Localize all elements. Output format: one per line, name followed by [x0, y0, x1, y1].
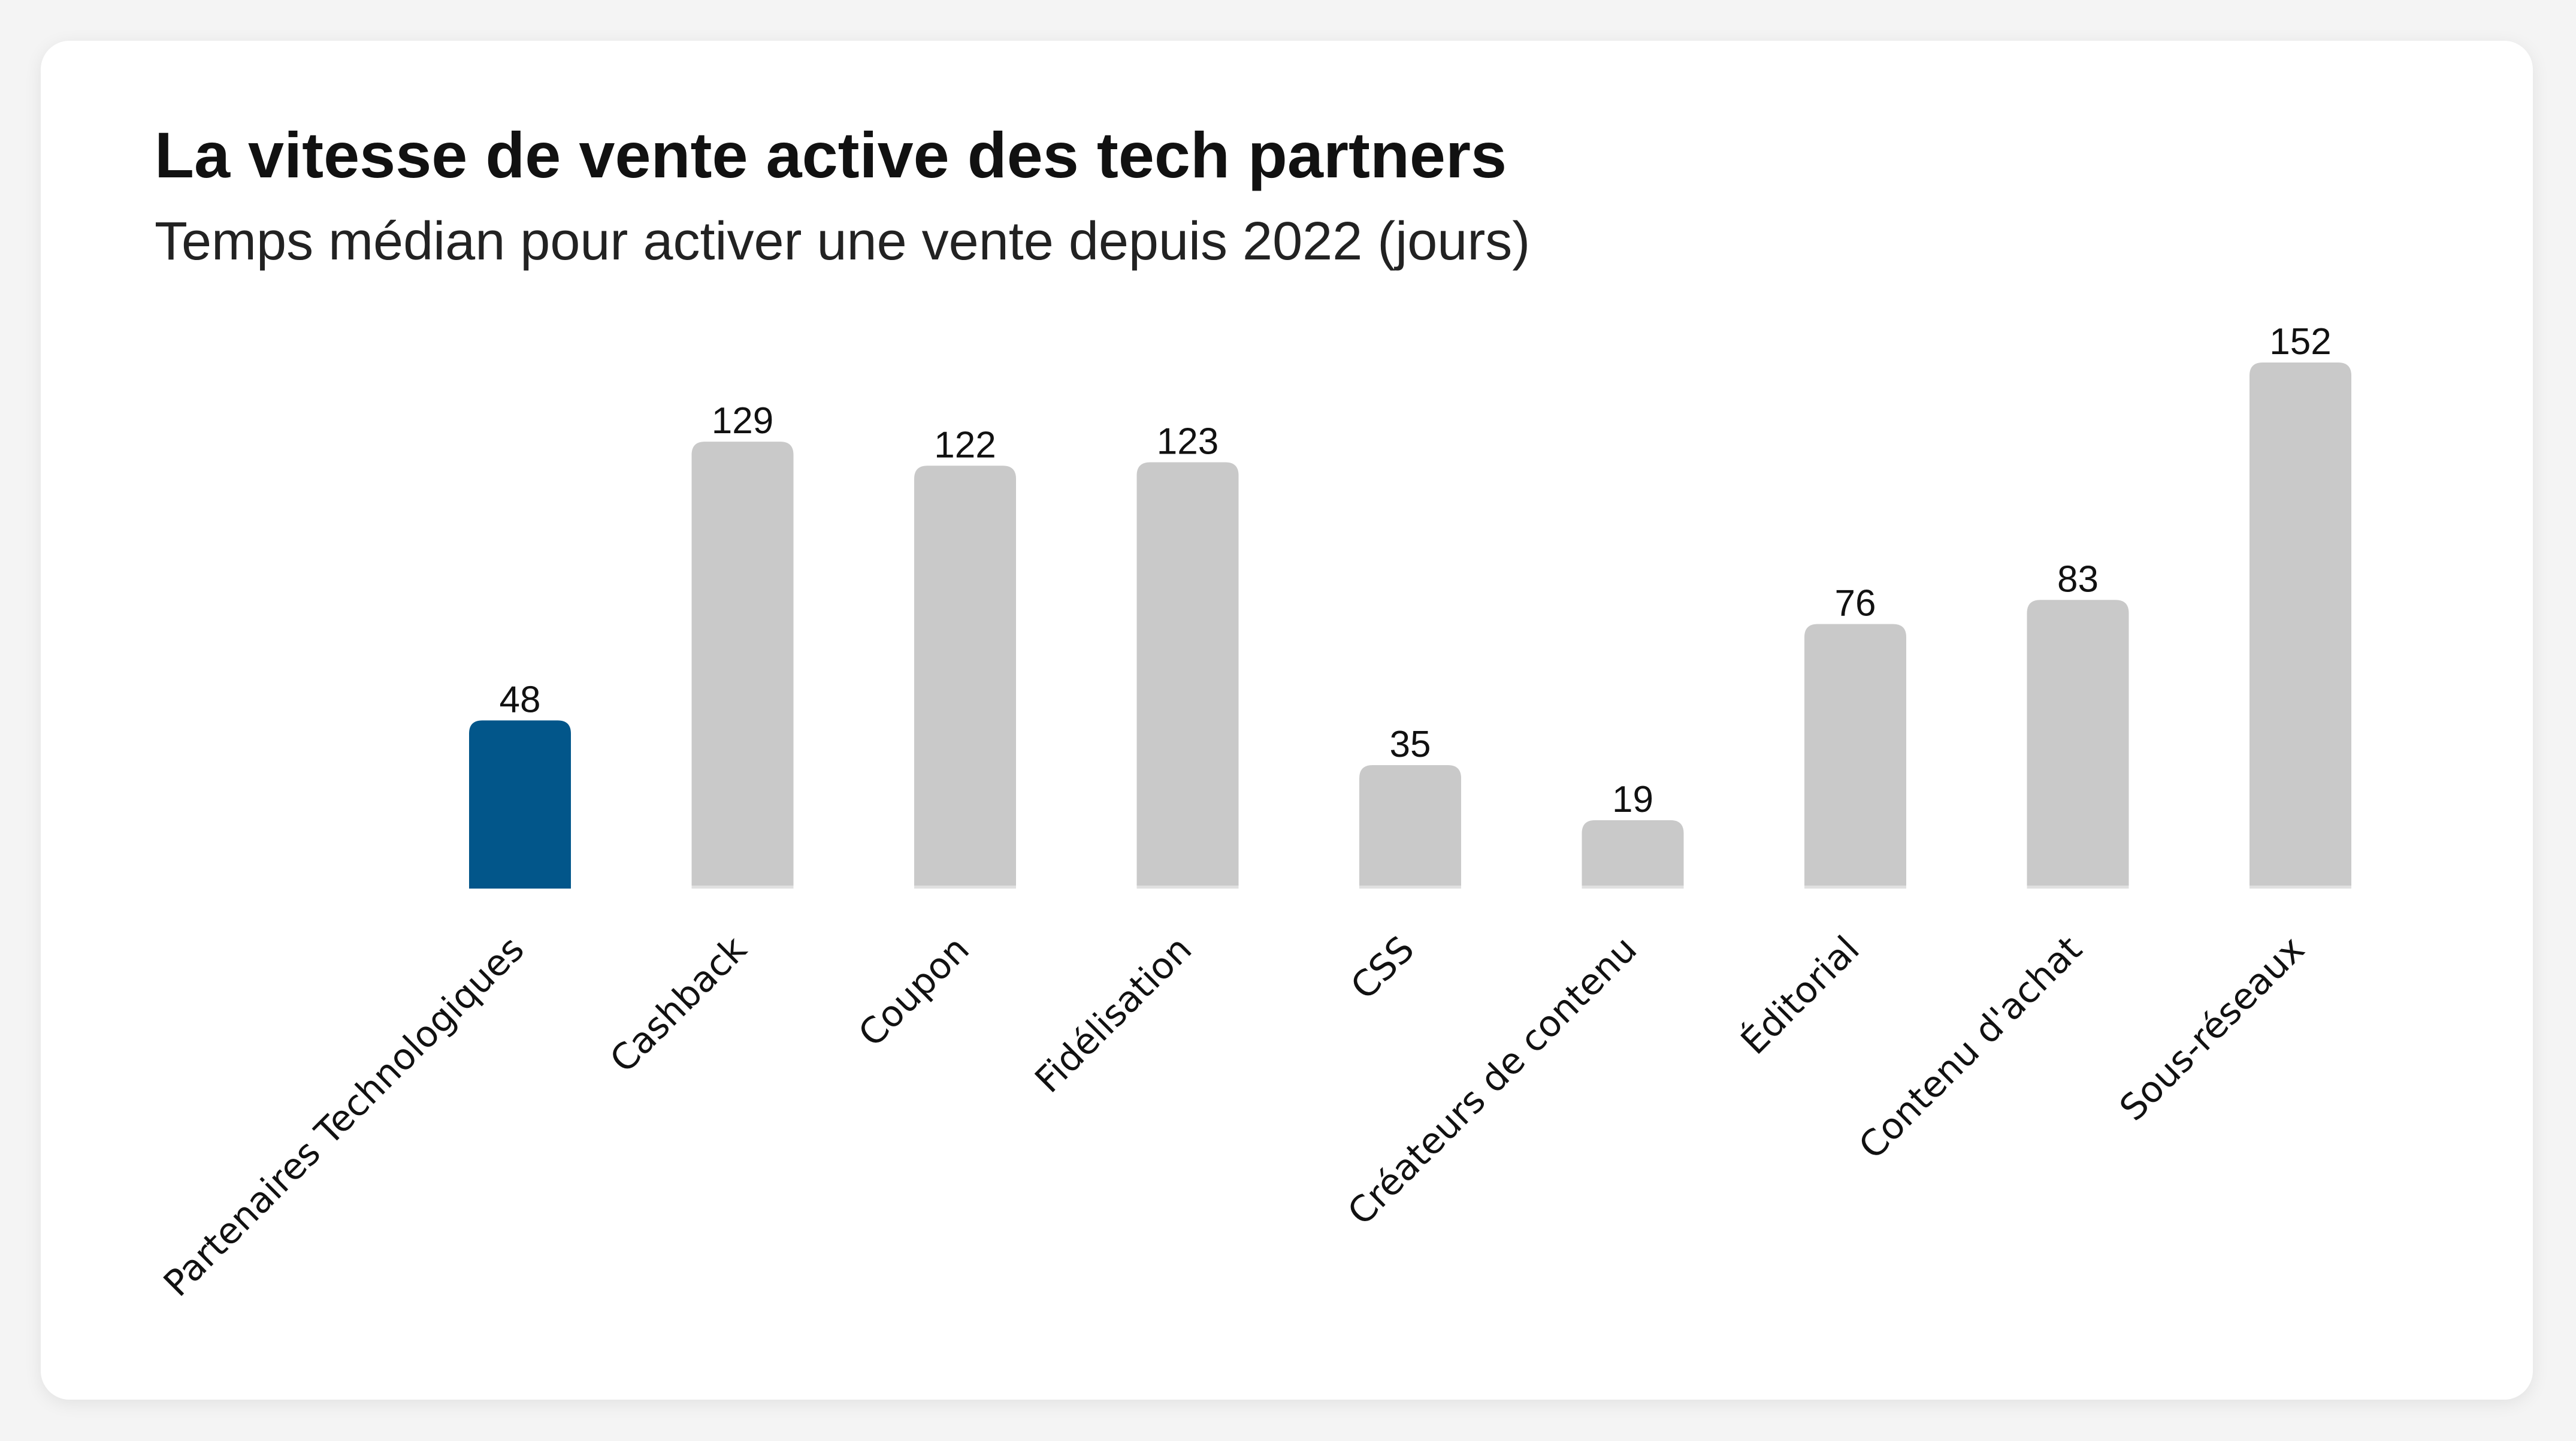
bar-baseline [469, 886, 571, 889]
bar [469, 720, 571, 886]
bar [1582, 820, 1684, 886]
data-label: 19 [1612, 779, 1653, 820]
data-label: 35 [1390, 724, 1431, 765]
data-label: 48 [500, 679, 541, 720]
chart-subtitle: Temps médian pour activer une vente depu… [155, 212, 1531, 271]
bar-baseline [2027, 886, 2129, 889]
chart-title: La vitesse de vente active des tech part… [155, 119, 1507, 191]
bar-baseline [2250, 886, 2351, 889]
bar-baseline [1582, 886, 1684, 889]
x-tick-label: Sous-réseaux [2112, 928, 2313, 1129]
bar [914, 466, 1016, 886]
data-label: 83 [2057, 558, 2099, 600]
data-label: 122 [934, 424, 996, 466]
x-tick-label: Partenaires Technologiques [156, 928, 533, 1305]
x-tick-label: Cashback [602, 928, 755, 1081]
bar-baseline [1804, 886, 1906, 889]
bar-baseline [691, 886, 794, 889]
data-label: 129 [712, 400, 773, 442]
bar [2250, 362, 2351, 886]
x-tick-label: Fidélisation [1027, 928, 1201, 1101]
data-label: 123 [1157, 421, 1219, 463]
bar [1136, 462, 1239, 886]
bar-baseline [914, 886, 1016, 889]
x-tick-label: CSS [1343, 928, 1423, 1008]
data-label: 152 [2269, 321, 2331, 362]
bar [1804, 624, 1906, 886]
x-tick-label: Contenu d'achat [1851, 928, 2090, 1167]
bar [691, 442, 794, 886]
x-tick-label: Éditorial [1733, 928, 1868, 1063]
bar [2027, 600, 2129, 886]
x-tick-label: Coupon [851, 928, 978, 1055]
bar [1359, 765, 1461, 886]
bar-baseline [1359, 886, 1461, 889]
data-label: 76 [1835, 583, 1876, 624]
bar-baseline [1136, 886, 1239, 889]
